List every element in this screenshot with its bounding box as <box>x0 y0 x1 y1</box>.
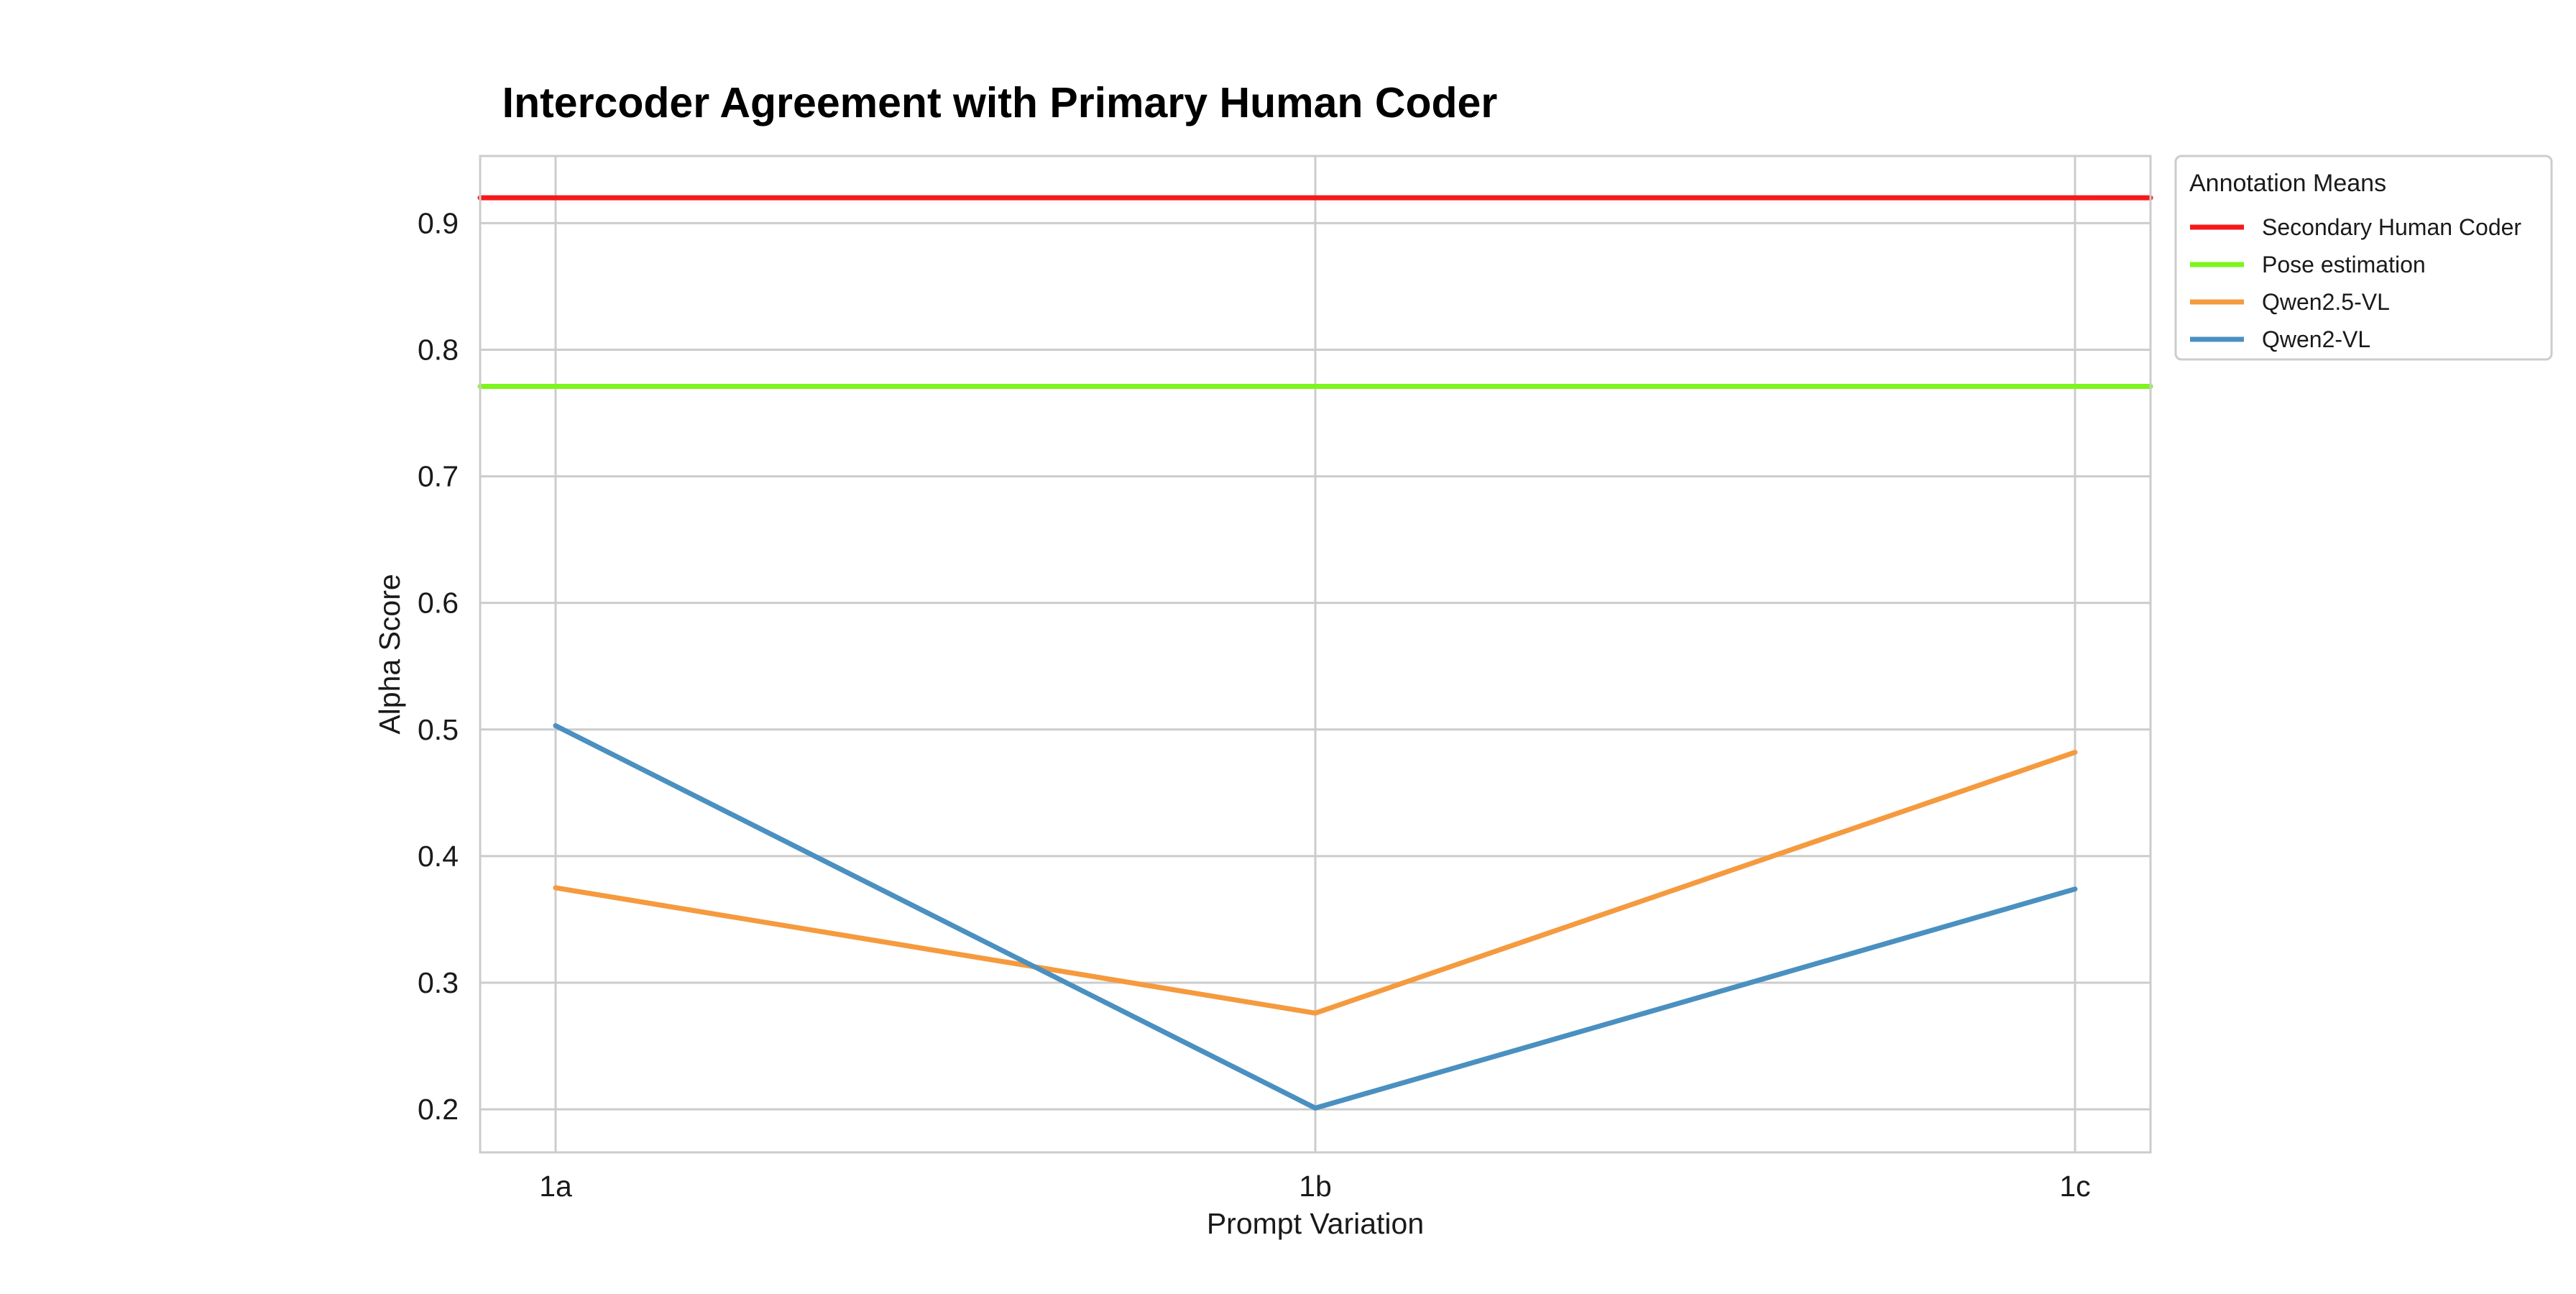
legend-items: Secondary Human Coder Pose estimation Qwen… <box>2190 214 2521 352</box>
legend-box <box>2174 155 2553 361</box>
series-line-qwen2-vl <box>553 723 2078 1111</box>
y-tick-label: 0.2 <box>418 1093 459 1126</box>
grid <box>480 156 2150 1152</box>
legend: Annotation Means Secondary Human Coder Po… <box>2174 155 2553 361</box>
legend-label-secondary-human-coder: Secondary Human Coder <box>2262 214 2521 240</box>
plot-frame <box>479 155 2152 1154</box>
y-tick-label: 0.8 <box>418 333 459 366</box>
y-tick-label: 0.4 <box>418 840 459 873</box>
y-tick-label: 0.9 <box>418 206 459 239</box>
y-tick-label: 0.7 <box>418 460 459 493</box>
x-tick-label: 1b <box>1299 1170 1332 1203</box>
y-tick-label: 0.5 <box>418 713 459 746</box>
legend-label-qwen2-5-vl: Qwen2.5-VL <box>2262 289 2390 315</box>
series-line-qwen2-5-vl <box>553 749 2078 1016</box>
legend-title: Annotation Means <box>2189 170 2386 197</box>
x-axis-label: Prompt Variation <box>1207 1207 1424 1240</box>
x-tick-label: 1a <box>539 1170 572 1203</box>
chart-title: Intercoder Agreement with Primary Human … <box>502 79 1498 127</box>
legend-label-pose-estimation: Pose estimation <box>2262 252 2426 277</box>
y-tick-label: 0.6 <box>418 587 459 620</box>
x-tick-label: 1c <box>2059 1170 2090 1203</box>
x-tick-labels: 1a 1b 1c <box>539 1170 2090 1203</box>
legend-label-qwen2-vl: Qwen2-VL <box>2262 326 2370 352</box>
y-axis-label: Alpha Score <box>373 574 406 734</box>
series-layer <box>477 195 2153 1111</box>
y-tick-label: 0.3 <box>418 966 459 999</box>
y-tick-labels: 0.2 0.3 0.4 0.5 0.6 0.7 0.8 0.9 <box>418 206 459 1126</box>
